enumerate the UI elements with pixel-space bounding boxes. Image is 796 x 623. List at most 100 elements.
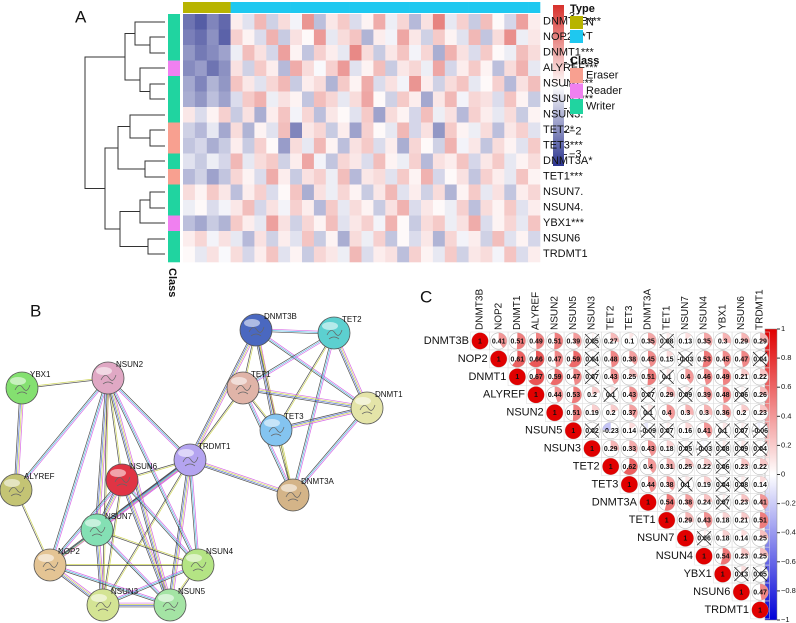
- pie: [664, 494, 675, 511]
- class-cell: [168, 107, 180, 123]
- cell-value: 0.15: [660, 356, 674, 363]
- pie: [648, 440, 657, 456]
- heat-cell: [504, 200, 517, 216]
- heat-cell: [397, 153, 410, 170]
- type-cell: [254, 2, 267, 13]
- heat-cell: [409, 138, 422, 154]
- heat-cell: [266, 29, 279, 46]
- heat-cell: [218, 184, 231, 201]
- pie: [720, 547, 731, 565]
- pie: [704, 530, 708, 539]
- heat-cell: [373, 215, 386, 232]
- edge: [190, 330, 257, 461]
- heat-cell: [230, 153, 243, 170]
- heat-cell: [432, 91, 446, 108]
- node-label: TET3: [284, 412, 304, 421]
- heat-cell: [361, 107, 374, 123]
- heat-cell: [325, 169, 338, 185]
- heat-cell: [373, 246, 386, 263]
- pie: [592, 422, 594, 431]
- heat-cell: [242, 231, 255, 247]
- heat-cell: [385, 107, 398, 123]
- heat-cell: [361, 29, 374, 46]
- heat-cell: [349, 200, 362, 216]
- heat-cell: [183, 76, 196, 92]
- heat-cell: [480, 184, 493, 201]
- node-structure: [326, 329, 343, 340]
- cell-value: 1: [646, 500, 650, 507]
- cell-value: 0.21: [735, 374, 749, 381]
- heat-cell: [468, 231, 481, 247]
- cell-value: 1: [758, 607, 762, 614]
- heat-cell: [397, 60, 410, 77]
- edge: [97, 529, 199, 565]
- cell-value: 0.53: [697, 356, 711, 363]
- heat-cell: [385, 169, 398, 185]
- node-label: DNMT3B: [264, 312, 297, 321]
- pie: [722, 440, 727, 449]
- pie: [685, 404, 694, 416]
- heat-cell: [325, 138, 338, 154]
- cross: [752, 566, 768, 582]
- pie: [760, 530, 769, 539]
- heat-cell: [456, 153, 469, 170]
- edge: [17, 388, 25, 491]
- heat-cell: [409, 231, 422, 247]
- pie: [583, 440, 601, 457]
- colorbar-tick-label: 0.6: [781, 382, 791, 391]
- heat-cell: [492, 184, 505, 201]
- cell-value: 0.04: [716, 482, 730, 489]
- edge: [107, 378, 122, 481]
- cell-value: 0.43: [604, 374, 618, 381]
- heat-cell: [349, 45, 362, 61]
- cell-value: 0.14: [753, 482, 767, 489]
- cell-value: 1: [534, 392, 538, 399]
- heat-cell: [385, 60, 398, 77]
- cell-value: 0.59: [548, 374, 562, 381]
- heat-cell: [444, 138, 457, 154]
- heat-cell: [254, 29, 267, 46]
- edge: [14, 376, 108, 490]
- edge: [242, 388, 367, 409]
- cross: [734, 477, 749, 492]
- colorbar-tick-label: 0: [781, 469, 785, 478]
- cell-value: 0.24: [697, 500, 711, 507]
- heat-cell: [444, 14, 457, 30]
- cell-value: 0.4: [681, 374, 691, 381]
- edge: [102, 377, 108, 605]
- pie: [760, 368, 769, 377]
- heat-cell: [337, 231, 350, 247]
- heat-cell: [516, 200, 529, 216]
- heat-cell: [432, 184, 446, 201]
- heat-cell: [361, 60, 374, 77]
- heat-cell: [480, 153, 493, 170]
- cell-value: 0.61: [511, 356, 525, 363]
- heat-cell: [349, 138, 362, 154]
- edge: [109, 377, 173, 605]
- pie: [722, 368, 731, 386]
- cell-value: 0.04: [753, 356, 767, 363]
- legend-swatch: [570, 16, 583, 29]
- node-highlight: [178, 449, 194, 457]
- heat-cell: [504, 29, 517, 46]
- heat-cell: [480, 138, 493, 154]
- heat-cell: [516, 184, 529, 201]
- pie: [554, 332, 563, 350]
- heat-cell: [183, 14, 196, 30]
- row-label: NSUN4.: [543, 202, 583, 214]
- type-cell: [397, 2, 410, 13]
- cross: [734, 423, 749, 438]
- pie: [490, 350, 507, 368]
- heat-cell: [397, 138, 410, 154]
- heat-cell: [218, 45, 231, 61]
- cell-value: 0.25: [753, 536, 767, 543]
- edge: [96, 459, 190, 530]
- heat-cell: [206, 138, 219, 154]
- heat-cell: [361, 122, 374, 139]
- heat-cell: [361, 14, 374, 30]
- pie: [666, 386, 675, 397]
- cell-value: 0.25: [679, 464, 693, 471]
- node-highlight: [85, 519, 101, 527]
- edge: [102, 459, 190, 605]
- heat-cell: [302, 122, 315, 139]
